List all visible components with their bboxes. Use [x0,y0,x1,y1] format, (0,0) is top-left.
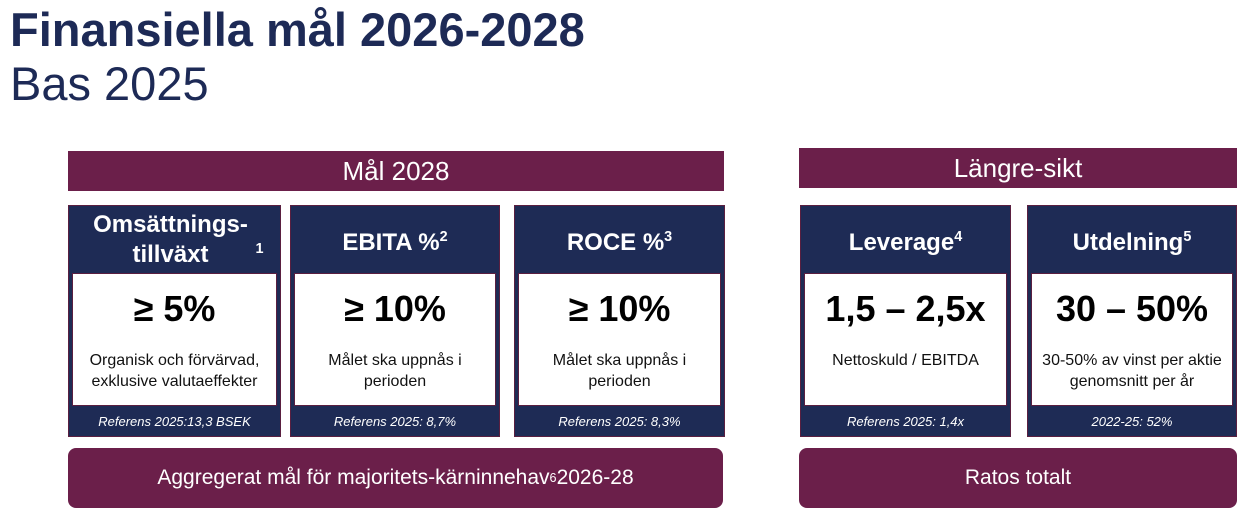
goal-card: Utdelning5 30 – 50% 30-50% av vinst per … [1027,205,1237,437]
goal-card-body: ≥ 10% Målet ska uppnås i perioden [518,273,721,406]
page-title: Finansiella mål 2026-2028 [10,3,585,56]
ratos-total-banner: Ratos totalt [799,448,1237,508]
banner-suffix: 2026-28 [556,466,634,489]
goal-value: ≥ 10% [344,288,446,329]
goal-description: Nettoskuld / EBITDA [832,352,979,369]
goal-value: ≥ 5% [133,288,216,329]
footnote-marker: 2 [439,228,448,245]
goal-card: EBITA %2 ≥ 10% Målet ska uppnås i period… [290,205,500,437]
goal-description: 30-50% av vinst per aktie genomsnitt per… [1042,352,1222,390]
goal-card-title: Leverage4 [848,228,963,256]
goal-reference: Referens 2025: 1,4x [846,413,965,429]
goal-card-title: Omsättnings-tillväxt 1 [93,210,264,268]
footnote-marker: 5 [1183,228,1192,245]
section-header-langre-sikt: Längre-sikt [799,148,1237,188]
goal-value: 1,5 – 2,5x [825,288,986,329]
goal-description: Organisk och förvärvad, exklusive valuta… [89,352,260,390]
section-header-mal-2028: Mål 2028 [68,151,724,191]
goal-description: Målet ska uppnås i perioden [552,352,687,390]
goal-card-title: ROCE %3 [566,228,673,256]
goal-card: Leverage4 1,5 – 2,5x Nettoskuld / EBITDA… [800,205,1011,437]
goal-value: ≥ 10% [568,288,671,329]
goal-card-body: ≥ 5% Organisk och förvärvad, exklusive v… [72,273,277,406]
goal-card-title: Utdelning5 [1072,228,1192,256]
goal-reference: Referens 2025:13,3 BSEK [98,413,251,429]
goal-card-body: 30 – 50% 30-50% av vinst per aktie genom… [1031,273,1233,406]
goal-card-title: EBITA %2 [342,228,448,256]
banner-label: Aggregerat mål för majoritets-kärninneha… [157,466,550,489]
goal-card: Omsättnings-tillväxt 1 ≥ 5% Organisk och … [68,205,281,437]
page-subtitle: Bas 2025 [10,57,209,110]
goal-reference: Referens 2025: 8,3% [558,413,681,429]
goal-description: Målet ska uppnås i perioden [328,352,462,390]
aggregate-goal-banner: Aggregerat mål för majoritets-kärninneha… [68,448,723,508]
goal-card-body: ≥ 10% Målet ska uppnås i perioden [294,273,496,406]
goal-reference: Referens 2025: 8,7% [333,413,457,429]
footnote-marker: 3 [664,228,673,245]
footnote-marker: 1 [255,240,264,257]
goal-card-body: 1,5 – 2,5x Nettoskuld / EBITDA [804,273,1007,406]
goal-card: ROCE %3 ≥ 10% Målet ska uppnås i periode… [514,205,725,437]
goal-value: 30 – 50% [1055,288,1209,329]
footnote-marker: 6 [549,471,557,485]
footnote-marker: 4 [954,228,963,245]
goal-reference: 2022-25: 52% [1091,413,1173,429]
